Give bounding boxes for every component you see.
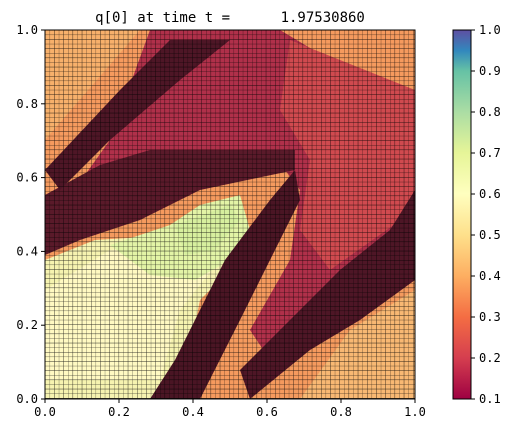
plot-area [45,30,415,399]
x-tick-label: 0.4 [182,405,204,419]
colorbar-tick-label: 0.3 [479,310,501,324]
colorbar-tick-label: 0.1 [479,392,501,406]
fine-mesh-overlay [45,30,415,399]
y-tick-label: 0.6 [16,171,38,185]
colorbar: 0.1 0.2 0.3 0.4 0.5 0.6 0.7 0.8 0.9 1.0 [452,23,501,406]
y-tick-label: 1.0 [16,23,38,37]
colorbar-tick-label: 0.7 [479,146,501,160]
y-tick-label: 0.8 [16,97,38,111]
x-tick-label: 0.0 [34,405,56,419]
colorbar-gradient [452,29,472,400]
y-tick-label: 0.4 [16,244,38,258]
colorbar-tick-label: 0.4 [479,269,501,283]
colorbar-ticks: 0.1 0.2 0.3 0.4 0.5 0.6 0.7 0.8 0.9 1.0 [471,23,501,406]
x-tick-label: 0.8 [330,405,352,419]
colorbar-tick-label: 0.5 [479,228,501,242]
y-tick-label: 0.0 [16,392,38,406]
colorbar-tick-label: 0.9 [479,64,501,78]
colorbar-tick-label: 0.2 [479,351,501,365]
chart-title: q[0] at time t = 1.97530860 [95,10,365,26]
colorbar-tick-label: 0.6 [479,187,501,201]
y-tick-label: 0.2 [16,318,38,332]
x-tick-label: 0.6 [256,405,278,419]
axes-frame [44,29,416,400]
x-tick-label: 0.2 [108,405,130,419]
colorbar-tick-label: 0.8 [479,105,501,119]
colorbar-tick-label: 1.0 [479,23,501,37]
x-axis: 0.0 0.2 0.4 0.6 0.8 1.0 [34,399,426,419]
x-tick-label: 1.0 [404,405,426,419]
y-axis: 0.0 0.2 0.4 0.6 0.8 1.0 [16,23,45,406]
